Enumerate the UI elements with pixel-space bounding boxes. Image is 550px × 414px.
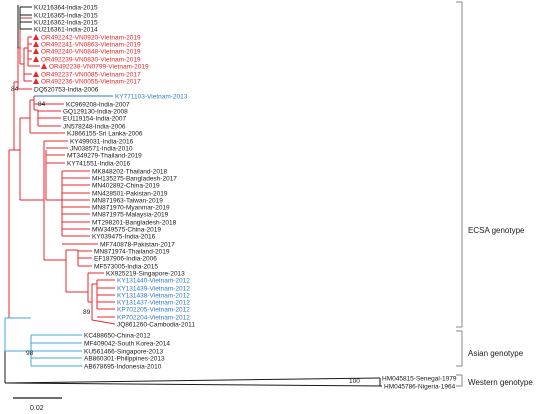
- leaf-label: MT349279-Thailand-2019: [67, 153, 142, 160]
- leaf-label: KP702205-Vietnam-2012: [117, 307, 190, 314]
- leaf-label: EF187906-India-2006: [94, 256, 157, 263]
- leaf-label: JQ861260-Cambodia-2011: [117, 322, 195, 329]
- genotype-bracket: [456, 1, 463, 328]
- tree-branch: [4, 382, 383, 387]
- leaf-label: MK848202-Thailand-2018: [92, 169, 168, 176]
- leaf-label: KY131438-Vietnam-2012: [117, 293, 190, 300]
- triangle-icon: [33, 71, 39, 77]
- leaf-label: KY741551-India-2016: [67, 161, 131, 168]
- leaf-label: OR492240-VN0848-Vietnam-2019: [41, 49, 141, 56]
- leaf-label: OR492241-VN0863-Vietnam-2019: [41, 42, 141, 49]
- leaf-label: KJ866155-Sri Lanka-2006: [67, 131, 143, 138]
- leaf-label: AB860301-Philippines-2013: [84, 356, 165, 363]
- leaf-label: JN578248-India-2006: [63, 124, 126, 131]
- leaf-label: KY771103-Vietnam-2013: [115, 94, 188, 101]
- tree-branch: [4, 377, 381, 384]
- bootstrap-value: 84: [11, 86, 19, 93]
- triangle-icon: [33, 34, 39, 40]
- leaf-label: KY131440-Vietnam-2012: [117, 278, 190, 285]
- genotype-label: Asian genotype: [468, 349, 524, 358]
- leaf-label: MW349575-China-2019: [92, 227, 161, 234]
- genotype-bracket: [456, 374, 463, 387]
- leaf-label: OR492238-VN0799-Vietnam-2019: [49, 64, 149, 71]
- triangle-icon: [33, 48, 39, 54]
- leaf-label: MN871975-Malaysia-2019: [92, 212, 169, 219]
- leaf-label: KY039475-India-2016: [92, 234, 156, 241]
- leaf-label: MN402892-China-2019: [92, 183, 160, 190]
- leaf-label: DQ520753-India-2006: [34, 87, 99, 94]
- leaf-label: MT298201-Bangladesh-2018: [92, 220, 177, 227]
- leaf-label: KU561466-Singapore-2013: [84, 349, 164, 356]
- triangle-icon: [41, 63, 47, 69]
- leaf-label: KU216362-India-2015: [34, 20, 98, 27]
- leaf-label: KU216361-India-2014: [34, 27, 98, 34]
- leaf-label: MN871963-Taiwan-2019: [92, 198, 163, 205]
- genotype-bracket: [456, 330, 463, 367]
- leaf-label: AB678695-Indonesia-2010: [84, 364, 162, 371]
- leaf-label: OR492239-VN0830-Vietnam-2019: [41, 57, 141, 64]
- leaf-label: JN038571-India-2010: [70, 146, 133, 153]
- leaf-label: MN871970-Myanmar-2019: [92, 205, 170, 212]
- tree-branch: [91, 319, 116, 325]
- leaf-label: HM045786-Nigeria-1964: [384, 384, 456, 391]
- triangle-icon: [33, 41, 39, 47]
- triangle-icon: [33, 56, 39, 62]
- bootstrap-value: 100: [349, 378, 360, 385]
- leaf-label: KP702204-Vietnam-2012: [117, 315, 190, 322]
- bootstrap-value: 98: [26, 350, 34, 357]
- leaf-label: KU216365-India-2015: [34, 13, 98, 20]
- leaf-label: OR492237-VN0085-Vietnam-2017: [41, 72, 141, 79]
- bootstrap-value: 89: [83, 309, 91, 316]
- bootstrap-value: 84: [38, 101, 46, 108]
- leaf-label: HM045815-Senegal-1979: [382, 376, 457, 383]
- leaf-label: KU216364-India-2015: [34, 5, 98, 12]
- leaf-label: MN871974-Thailand-2019: [94, 249, 170, 256]
- scale-bar-label: 0.02: [30, 405, 44, 412]
- leaf-label: MF573005-India-2015: [94, 264, 158, 271]
- leaf-label: MF740878-Pakistan-2017: [100, 242, 175, 249]
- genotype-label: Western genotype: [468, 378, 533, 387]
- leaf-label: MN428501-Pakistan-2019: [92, 191, 168, 198]
- triangle-icon: [33, 78, 39, 84]
- leaf-label: OR492236-VN0055-Vietnam-2017: [41, 79, 141, 86]
- leaf-label: KY131437-Vietnam-2012: [117, 300, 190, 307]
- leaf-label: KY131439-Vietnam-2012: [117, 286, 190, 293]
- leaf-label: OR492242-VN0920-Vietnam-2019: [41, 35, 141, 42]
- leaf-label: KY499031-India-2016: [70, 139, 134, 146]
- leaf-label: EU119154-India-2007: [63, 116, 127, 123]
- leaf-label: KX925219-Singapore-2013: [106, 271, 185, 278]
- leaf-label: KC969208-India-2007: [66, 102, 130, 109]
- leaf-label: GQ129130-India-2008: [63, 109, 128, 116]
- leaf-label: KC488650-China-2012: [84, 333, 151, 340]
- leaf-label: MF409042-South Korea-2014: [84, 341, 170, 348]
- leaf-label: MH135275-Bangladesh-2017: [92, 176, 177, 183]
- genotype-label: ECSA genotype: [468, 226, 525, 235]
